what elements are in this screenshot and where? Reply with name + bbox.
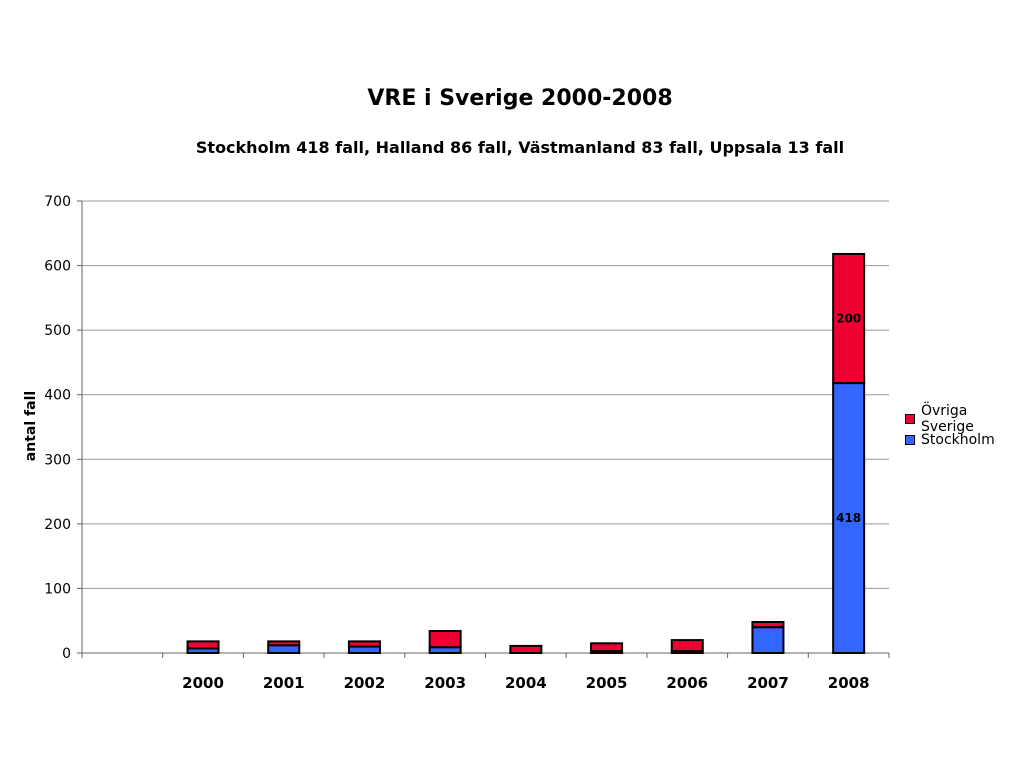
y-tick-label: 100 (44, 581, 71, 597)
chart-subtitle: Stockholm 418 fall, Halland 86 fall, Väs… (195, 138, 845, 157)
bar-segment (751, 621, 785, 629)
data-label: 200 (836, 312, 861, 326)
y-tick-label: 500 (44, 323, 71, 339)
chart-title: VRE i Sverige 2000-2008 (367, 86, 673, 111)
x-tick-label: 2007 (747, 674, 789, 692)
y-tick-label: 200 (44, 517, 71, 533)
bar-segment (751, 626, 785, 655)
bar-segment (347, 640, 381, 648)
bar-segment (267, 644, 301, 654)
data-label: 418 (836, 511, 861, 525)
bar-segment (186, 640, 220, 650)
legend-item: Övriga Sverige (905, 403, 1024, 435)
y-tick-label: 400 (44, 388, 71, 404)
bar-segment (267, 640, 301, 647)
legend-label: Stockholm (921, 431, 995, 448)
bar-segment (670, 639, 704, 653)
legend-swatch (905, 434, 915, 445)
y-tick-label: 0 (62, 646, 71, 662)
x-tick-label: 2000 (182, 674, 224, 692)
legend-label: Övriga Sverige (920, 402, 974, 435)
bar-segment (509, 644, 543, 655)
legend-swatch (905, 413, 915, 424)
chart-legend: Övriga Sverige Stockholm (905, 403, 1024, 450)
x-tick-label: 2008 (828, 674, 870, 692)
y-tick-label: 300 (44, 452, 71, 468)
bar-segment (832, 252, 866, 385)
x-tick-label: 2002 (344, 674, 386, 692)
y-tick-label: 700 (44, 194, 71, 210)
bar-segment (590, 642, 624, 653)
x-tick-label: 2004 (505, 674, 547, 692)
x-tick-label: 2005 (586, 674, 628, 692)
legend-item: Stockholm (905, 429, 1024, 450)
x-tick-label: 2006 (666, 674, 708, 692)
x-tick-label: 2003 (424, 674, 466, 692)
y-tick-label: 600 (44, 259, 71, 275)
bar-segment (428, 630, 462, 649)
x-tick-label: 2001 (263, 674, 305, 692)
